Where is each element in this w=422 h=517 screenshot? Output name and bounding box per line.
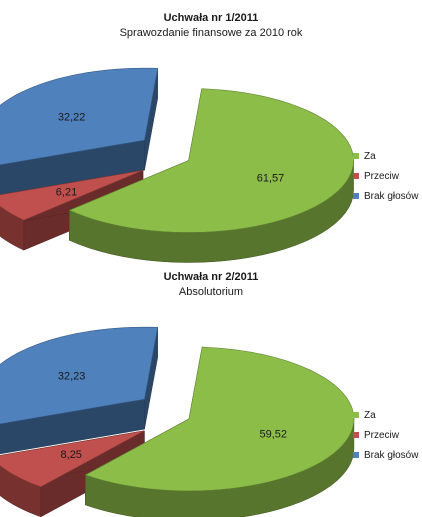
pie-slice-brak [0,326,159,455]
chart-uchwala-1: 61,57 6,21 32,22 Uchwała nr 1/2011 Sprawoz… [0,0,422,263]
data-label-brak: 32,22 [58,112,86,124]
chart-uchwala-2: 59,52 8,25 32,23 Uchwała nr 2/2011 Absolut… [0,259,422,517]
legend-item-brak: Brak głosów [353,445,418,465]
data-label-przeciw: 6,21 [56,187,77,199]
legend-label: Brak głosów [364,190,419,202]
chart-title: Uchwała nr 1/2011 [163,12,259,24]
legend-item-brak: Brak głosów [353,186,418,206]
legend-label: Za [364,150,376,162]
chart-subtitle: Sprawozdanie finansowe za 2010 rok [119,27,303,39]
pie-slice-brak-top [0,326,159,425]
legend-label: Za [364,409,376,421]
chart-legend: Za Przeciw Brak głosów [353,405,418,465]
pie-chart-2: 59,52 8,25 32,23 [0,326,355,517]
legend-item-za: Za [353,405,418,425]
legend-item-przeciw: Przeciw [353,425,418,445]
legend-swatch-brak [353,193,359,199]
chart-legend: Za Przeciw Brak głosów [353,146,418,206]
legend-swatch-przeciw [353,432,359,438]
legend-label: Brak głosów [364,449,419,461]
pie-slice-za-top [68,88,354,233]
pie-slice-przeciw-top [0,430,145,488]
pie-slice-brak [0,67,159,196]
pie-slice-brak-top [0,67,159,166]
data-label-przeciw: 8,25 [61,449,82,461]
pie-slice-przeciw-top [0,170,144,221]
legend-item-za: Za [353,146,418,166]
data-label-brak: 32,23 [58,371,86,383]
pie-slice-za-top [84,346,355,492]
pie-slice-za [84,346,355,517]
legend-swatch-za [353,153,359,159]
chart-subtitle: Absolutorium [178,286,244,298]
legend-label: Przeciw [364,429,400,441]
pie-chart-1: 61,57 6,21 32,22 [0,67,354,263]
legend-item-przeciw: Przeciw [353,166,418,186]
legend-swatch-za [353,412,359,418]
pie-slice-za [68,88,354,263]
data-label-za: 59,52 [259,429,287,441]
chart-title: Uchwała nr 2/2011 [163,271,259,283]
legend-swatch-brak [353,452,359,458]
data-label-za: 61,57 [257,172,285,184]
legend-swatch-przeciw [353,173,359,179]
legend-label: Przeciw [364,170,400,182]
